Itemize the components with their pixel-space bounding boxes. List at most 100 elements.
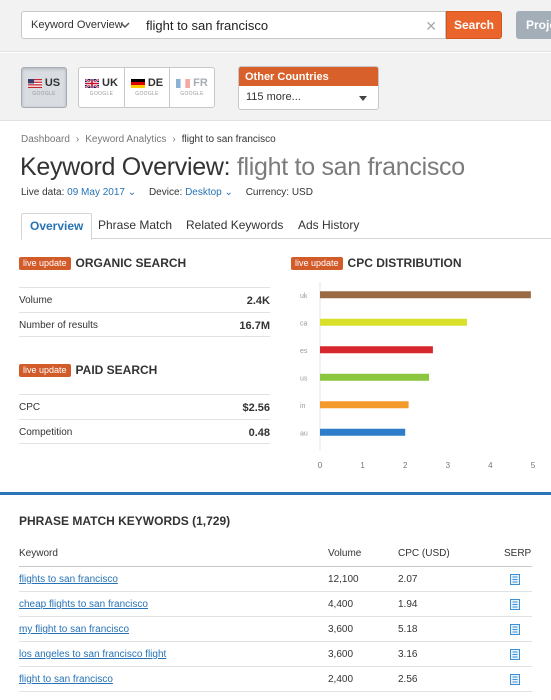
x-tick-label: 5 xyxy=(531,461,536,470)
paid-search-heading: PAID SEARCH xyxy=(75,363,158,377)
breadcrumb-current: flight to san francisco xyxy=(181,134,276,145)
serp-document-icon[interactable] xyxy=(510,574,520,585)
fr-flag-icon xyxy=(176,78,191,88)
breadcrumb-separator-icon: › xyxy=(172,134,176,145)
uk-flag-icon xyxy=(85,78,100,88)
report-tabs: Overview Phrase Match Related Keywords A… xyxy=(21,213,551,240)
cpc-cell: 5.18 xyxy=(398,624,418,635)
country-selector: US GOOGLE UK GOOGLE DE GOOGLE xyxy=(0,53,551,121)
keyword-link[interactable]: flight to san francisco xyxy=(19,674,113,685)
cpc-distribution-chart: uk ca es us in au 0 1 2 3 4 5 xyxy=(288,280,551,475)
organic-search-title: live update ORGANIC SEARCH xyxy=(19,256,186,270)
chevron-down-icon[interactable]: ⌄ xyxy=(221,187,233,198)
cpc-bar-au[interactable] xyxy=(320,428,406,436)
engine-label: GOOGLE xyxy=(32,91,56,97)
category-label: us xyxy=(300,375,308,382)
cpc-bar-us[interactable] xyxy=(320,373,430,381)
category-label: ca xyxy=(300,320,308,327)
tab-overview[interactable]: Overview xyxy=(21,213,93,240)
table-row: los angeles to san francisco flight 3,600… xyxy=(19,642,532,667)
volume-cell: 4,400 xyxy=(328,599,354,610)
category-label: in xyxy=(300,403,306,410)
cpc-cell: 3.16 xyxy=(398,649,418,660)
report-type-select[interactable]: Keyword Overview xyxy=(21,11,138,39)
serp-document-icon[interactable] xyxy=(510,599,520,610)
country-button-de[interactable]: DE GOOGLE xyxy=(124,67,170,108)
page-title-prefix: Keyword Overview: xyxy=(20,153,237,181)
phrase-match-title: PHRASE MATCH KEYWORDS (1,729) xyxy=(19,514,231,528)
metric-label: Number of results xyxy=(19,320,98,331)
cpc-bar-ca[interactable] xyxy=(320,318,467,326)
metric-value: 0.48 xyxy=(248,427,270,439)
device-label: Device: xyxy=(148,187,186,198)
country-button-uk[interactable]: UK GOOGLE xyxy=(78,67,125,108)
x-tick-label: 3 xyxy=(446,461,451,470)
x-tick-label: 2 xyxy=(403,461,408,470)
paid-search-title: live update PAID SEARCH xyxy=(19,363,157,377)
cpc-bar-uk[interactable] xyxy=(320,291,531,299)
search-button[interactable]: Search xyxy=(446,11,502,39)
keyword-link[interactable]: cheap flights to san francisco xyxy=(19,599,148,610)
keyword-link[interactable]: flights to san francisco xyxy=(19,574,118,585)
report-type-label: Keyword Overview xyxy=(31,19,123,31)
chevron-down-icon[interactable]: ⌄ xyxy=(124,187,137,198)
country-code: US xyxy=(44,77,61,89)
volume-cell: 3,600 xyxy=(328,649,354,660)
page-title-keyword: flight to san francisco xyxy=(236,153,465,181)
keyword-link[interactable]: los angeles to san francisco flight xyxy=(19,649,167,660)
clear-icon[interactable]: ✕ xyxy=(425,18,437,34)
keyword-link[interactable]: my flight to san francisco xyxy=(19,624,130,635)
cpc-bar-in[interactable] xyxy=(320,401,409,409)
paid-search-table: CPC $2.56 Competition 0.48 xyxy=(19,394,270,444)
live-data-date-select[interactable]: 09 May 2017 xyxy=(67,187,125,198)
serp-document-icon[interactable] xyxy=(510,649,520,660)
table-row: my flight to san francisco 3,600 5.18 xyxy=(19,617,532,642)
caret-down-icon xyxy=(359,96,367,101)
engine-label: GOOGLE xyxy=(135,91,159,97)
other-countries-dropdown[interactable]: Other Countries 115 more... xyxy=(238,66,379,110)
table-body: flights to san francisco 12,100 2.07 cheap … xyxy=(19,567,532,692)
other-countries-value: 115 more... xyxy=(246,91,301,103)
breadcrumb-separator-icon: › xyxy=(75,134,80,145)
table-row: flights to san francisco 12,100 2.07 xyxy=(19,567,532,592)
serp-document-icon[interactable] xyxy=(510,624,520,635)
projects-button[interactable]: Proje xyxy=(516,11,551,39)
metric-row: Number of results 16.7M xyxy=(19,312,270,337)
table-row: cheap flights to san francisco 4,400 1.94 xyxy=(19,592,532,617)
metric-value: $2.56 xyxy=(242,402,270,414)
cpc-chart-svg: uk ca es us in au 0 1 2 3 4 5 xyxy=(300,282,536,470)
serp-document-icon[interactable] xyxy=(510,674,520,685)
phrase-match-table: Keyword Volume CPC (USD) SERP flights to… xyxy=(19,541,532,692)
breadcrumb-keyword-analytics[interactable]: Keyword Analytics xyxy=(85,134,167,145)
volume-cell: 2,400 xyxy=(328,674,354,685)
country-button-fr[interactable]: FR GOOGLE xyxy=(169,67,215,108)
country-code: FR xyxy=(193,77,208,89)
device-select[interactable]: Desktop xyxy=(185,187,222,198)
column-header-keyword[interactable]: Keyword xyxy=(19,548,58,559)
country-code: DE xyxy=(147,77,164,89)
search-bar: Keyword Overview flight to san francisco… xyxy=(0,0,551,52)
x-tick-label: 1 xyxy=(360,461,365,470)
column-header-volume[interactable]: Volume xyxy=(328,548,362,559)
country-code: UK xyxy=(102,77,118,89)
cpc-cell: 2.56 xyxy=(398,674,418,685)
tab-related-keywords[interactable]: Related Keywords xyxy=(186,218,284,232)
live-update-badge: live update xyxy=(19,257,71,270)
tab-phrase-match[interactable]: Phrase Match xyxy=(98,218,173,232)
country-button-us[interactable]: US GOOGLE xyxy=(21,67,67,108)
engine-label: GOOGLE xyxy=(180,91,204,97)
us-flag-icon xyxy=(27,78,42,88)
section-divider xyxy=(0,492,551,495)
search-query: flight to san francisco xyxy=(146,18,269,33)
column-header-cpc[interactable]: CPC (USD) xyxy=(398,548,450,559)
organic-search-heading: ORGANIC SEARCH xyxy=(75,256,187,270)
table-row: flight to san francisco 2,400 2.56 xyxy=(19,667,532,692)
tab-ads-history[interactable]: Ads History xyxy=(298,218,360,232)
cpc-bar-es[interactable] xyxy=(320,346,433,354)
cpc-cell: 2.07 xyxy=(398,574,418,585)
metric-value: 16.7M xyxy=(239,320,270,332)
search-input[interactable]: flight to san francisco ✕ xyxy=(137,11,446,39)
breadcrumb-dashboard[interactable]: Dashboard xyxy=(21,134,70,145)
cpc-distribution-heading: CPC DISTRIBUTION xyxy=(347,256,462,270)
page-title: Keyword Overview: flight to san francisc… xyxy=(20,153,465,182)
